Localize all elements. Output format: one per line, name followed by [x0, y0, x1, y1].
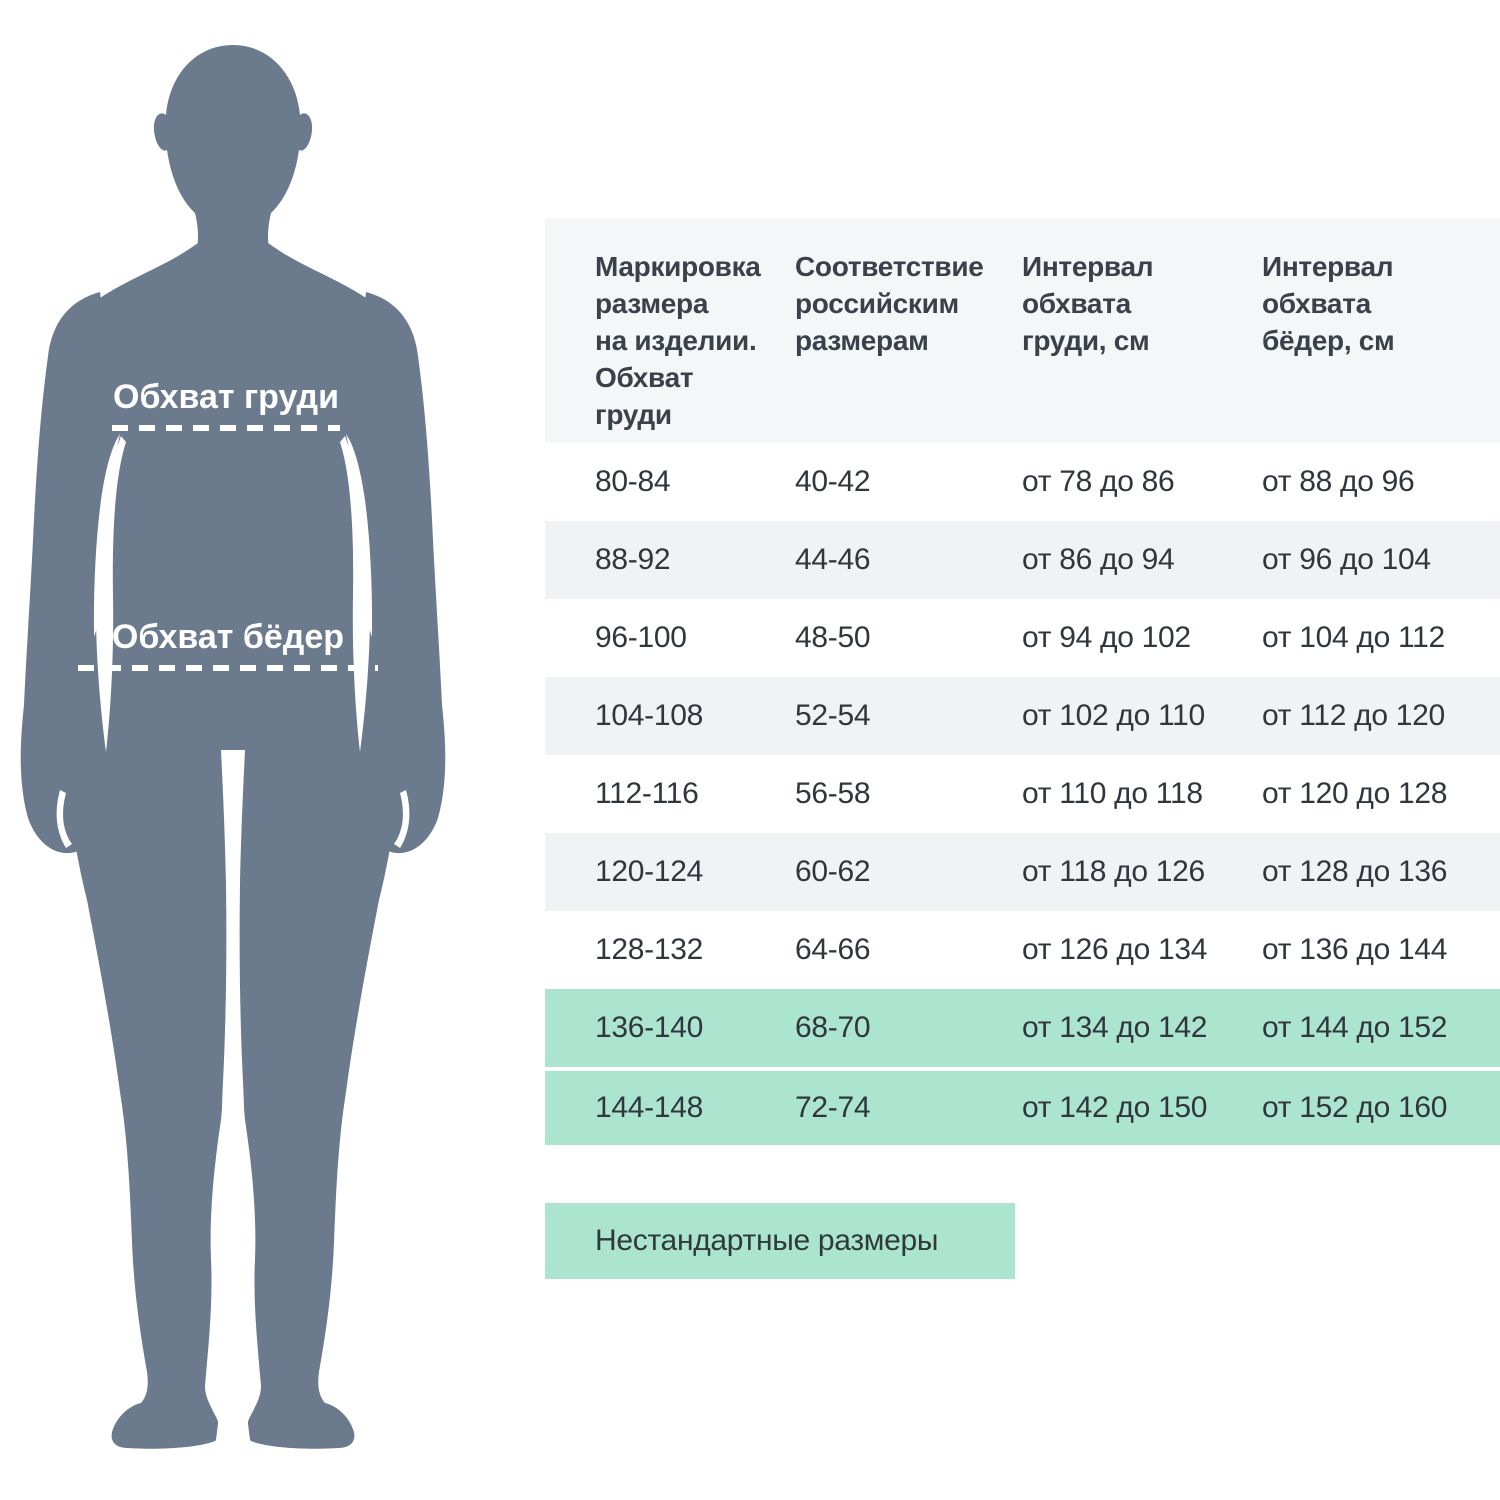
cell-hips-interval: от 120 до 128	[1262, 777, 1448, 810]
gap-arm-left	[95, 436, 126, 752]
size-table: Маркировка размера на изделии. Обхват гр…	[545, 218, 1500, 1145]
cell-russian-size: 52-54	[795, 699, 871, 732]
cell-size-marking: 96-100	[595, 621, 687, 654]
legend-label: Нестандартные размеры	[595, 1224, 939, 1257]
body-arm-left	[20, 292, 120, 854]
cell-hips-interval: от 136 до 144	[1262, 933, 1448, 966]
body-head	[153, 45, 313, 263]
table-row: 88-92 44-46 от 86 до 94 от 96 до 104	[545, 521, 1500, 599]
cell-chest-interval: от 78 до 86	[1022, 465, 1175, 498]
table-row: 136-140 68-70 от 134 до 142 от 144 до 15…	[545, 989, 1500, 1067]
cell-size-marking: 144-148	[595, 1091, 703, 1124]
body-negative-space	[56, 436, 410, 1450]
table-row: 80-84 40-42 от 78 до 86 от 88 до 96	[545, 443, 1500, 521]
body-torso	[69, 233, 397, 818]
cell-hips-interval: от 88 до 96	[1262, 465, 1415, 498]
table-row: 144-148 72-74 от 142 до 150 от 152 до 16…	[545, 1067, 1500, 1145]
cell-russian-size: 68-70	[795, 1011, 871, 1044]
cell-hips-interval: от 96 до 104	[1262, 543, 1431, 576]
cell-hips-interval: от 112 до 120	[1262, 699, 1445, 732]
cell-chest-interval: от 134 до 142	[1022, 1011, 1208, 1044]
cell-size-marking: 88-92	[595, 543, 671, 576]
table-row: 112-116 56-58 от 110 до 118 от 120 до 12…	[545, 755, 1500, 833]
header-chest-interval: Интервал обхвата груди, см	[1022, 251, 1154, 356]
cell-hips-interval: от 152 до 160	[1262, 1091, 1448, 1124]
body-leg-left	[66, 688, 237, 1449]
cell-hips-interval: от 104 до 112	[1262, 621, 1445, 654]
gap-legs	[214, 750, 252, 1450]
cell-chest-interval: от 118 до 126	[1022, 855, 1205, 888]
cell-hips-interval: от 144 до 152	[1262, 1011, 1448, 1044]
gap-arm-right	[340, 436, 371, 752]
cell-size-marking: 120-124	[595, 855, 703, 888]
cell-russian-size: 44-46	[795, 543, 871, 576]
gap-hand-left	[56, 790, 72, 848]
cell-russian-size: 72-74	[795, 1091, 871, 1124]
body-leg-right	[229, 688, 400, 1449]
cell-russian-size: 60-62	[795, 855, 871, 888]
cell-russian-size: 56-58	[795, 777, 871, 810]
size-table-body: 80-84 40-42 от 78 до 86 от 88 до 96 88-9…	[545, 443, 1500, 1145]
body-arm-right	[346, 292, 446, 854]
body-shape	[20, 45, 446, 1449]
header-size-marking: Маркировка размера на изделии. Обхват гр…	[595, 251, 761, 430]
chest-label: Обхват груди	[113, 378, 339, 416]
cell-size-marking: 128-132	[595, 933, 703, 966]
cell-russian-size: 48-50	[795, 621, 871, 654]
table-row: 128-132 64-66 от 126 до 134 от 136 до 14…	[545, 911, 1500, 989]
table-row: 104-108 52-54 от 102 до 110 от 112 до 12…	[545, 677, 1500, 755]
cell-chest-interval: от 110 до 118	[1022, 777, 1203, 810]
header-hips-interval: Интервал обхвата бёдер, см	[1262, 251, 1395, 356]
female-body-silhouette: Обхват груди Обхват бёдер	[20, 45, 446, 1450]
cell-chest-interval: от 126 до 134	[1022, 933, 1208, 966]
size-table-header: Маркировка размера на изделии. Обхват гр…	[545, 218, 1500, 443]
cell-russian-size: 40-42	[795, 465, 871, 498]
hips-label: Обхват бёдер	[112, 618, 344, 656]
cell-chest-interval: от 94 до 102	[1022, 621, 1191, 654]
cell-hips-interval: от 128 до 136	[1262, 855, 1448, 888]
cell-size-marking: 136-140	[595, 1011, 703, 1044]
cell-size-marking: 104-108	[595, 699, 703, 732]
gap-hand-right	[394, 790, 410, 848]
cell-russian-size: 64-66	[795, 933, 871, 966]
table-row: 120-124 60-62 от 118 до 126 от 128 до 13…	[545, 833, 1500, 911]
cell-chest-interval: от 142 до 150	[1022, 1091, 1208, 1124]
legend-nonstandard-sizes: Нестандартные размеры	[545, 1203, 1015, 1279]
cell-size-marking: 80-84	[595, 465, 671, 498]
table-row: 96-100 48-50 от 94 до 102 от 104 до 112	[545, 599, 1500, 677]
cell-chest-interval: от 86 до 94	[1022, 543, 1175, 576]
header-russian-size: Соответствие российским размерам	[795, 251, 984, 356]
cell-size-marking: 112-116	[595, 777, 699, 810]
cell-chest-interval: от 102 до 110	[1022, 699, 1205, 732]
